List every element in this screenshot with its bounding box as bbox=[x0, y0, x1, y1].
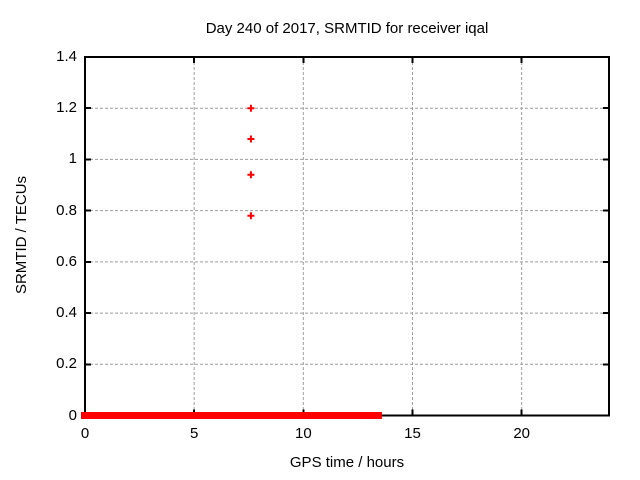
x-tick-label: 10 bbox=[294, 425, 312, 442]
y-tick-label: 1 bbox=[68, 150, 77, 168]
plot-border bbox=[84, 56, 610, 417]
data-point-marker bbox=[247, 171, 255, 179]
data-point-marker bbox=[247, 104, 255, 112]
y-tick-label: 1.4 bbox=[56, 48, 77, 65]
x-tick-label: 0 bbox=[80, 425, 90, 442]
chart-title: Day 240 of 2017, SRMTID for receiver iqa… bbox=[205, 20, 489, 37]
y-axis-label: SRMTID / TECUs bbox=[13, 175, 30, 295]
x-axis-label: GPS time / hours bbox=[289, 454, 405, 471]
y-tick-label: 0.6 bbox=[56, 252, 77, 270]
y-tick-label: 0 bbox=[68, 406, 77, 424]
y-tick-label: 0.2 bbox=[56, 355, 77, 373]
data-point-marker bbox=[247, 135, 255, 143]
data-point-marker bbox=[247, 212, 255, 220]
y-tick-label: 1.2 bbox=[56, 99, 77, 117]
y-tick-label: 0.4 bbox=[56, 304, 77, 322]
y-tick-label: 0.8 bbox=[56, 201, 77, 219]
x-tick-label: 5 bbox=[189, 425, 199, 442]
x-tick-label: 20 bbox=[513, 425, 530, 442]
x-tick-label: 15 bbox=[404, 425, 421, 442]
